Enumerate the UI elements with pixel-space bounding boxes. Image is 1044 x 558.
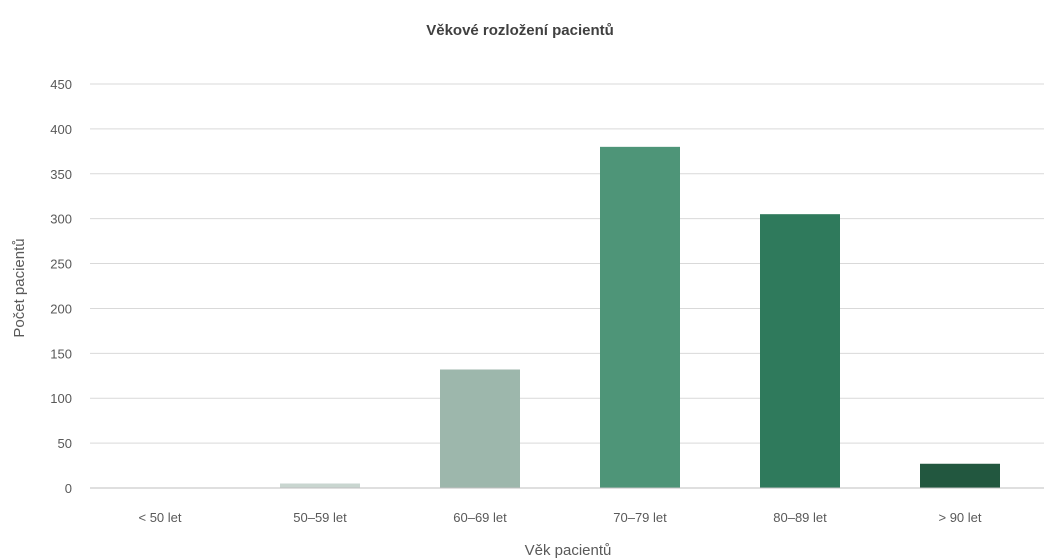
chart-title: Věkové rozložení pacientů [426,22,614,39]
y-tick-label: 0 [65,481,72,496]
y-tick-labels: 0 50 100 150 200 250 300 350 400 450 [50,77,72,496]
bars [280,146,1000,488]
y-tick-label: 200 [50,301,72,316]
y-tick-label: 400 [50,122,72,137]
x-tick-label: > 90 let [938,510,981,525]
y-axis-title: Počet pacientů [11,238,28,337]
y-tick-label: 350 [50,167,72,182]
grid-lines [90,83,1044,444]
x-tick-labels: < 50 let 50–59 let 60–69 let 70–79 let 80–89… [138,510,981,525]
y-tick-label: 100 [50,391,72,406]
y-tick-label: 150 [50,346,72,361]
x-axis-title: Věk pacientů [525,542,612,558]
bar [280,483,360,488]
x-tick-label: 70–79 let [613,510,667,525]
bar [600,146,680,488]
y-tick-label: 450 [50,77,72,92]
title-box [240,8,860,54]
bar [440,369,520,488]
y-tick-label: 250 [50,257,72,272]
x-tick-label: 50–59 let [293,510,347,525]
x-tick-label: 80–89 let [773,510,827,525]
y-tick-label: 50 [58,436,72,451]
bar [760,214,840,488]
x-tick-label: < 50 let [138,510,181,525]
x-tick-label: 60–69 let [453,510,507,525]
bar [920,463,1000,488]
y-tick-label: 300 [50,212,72,227]
